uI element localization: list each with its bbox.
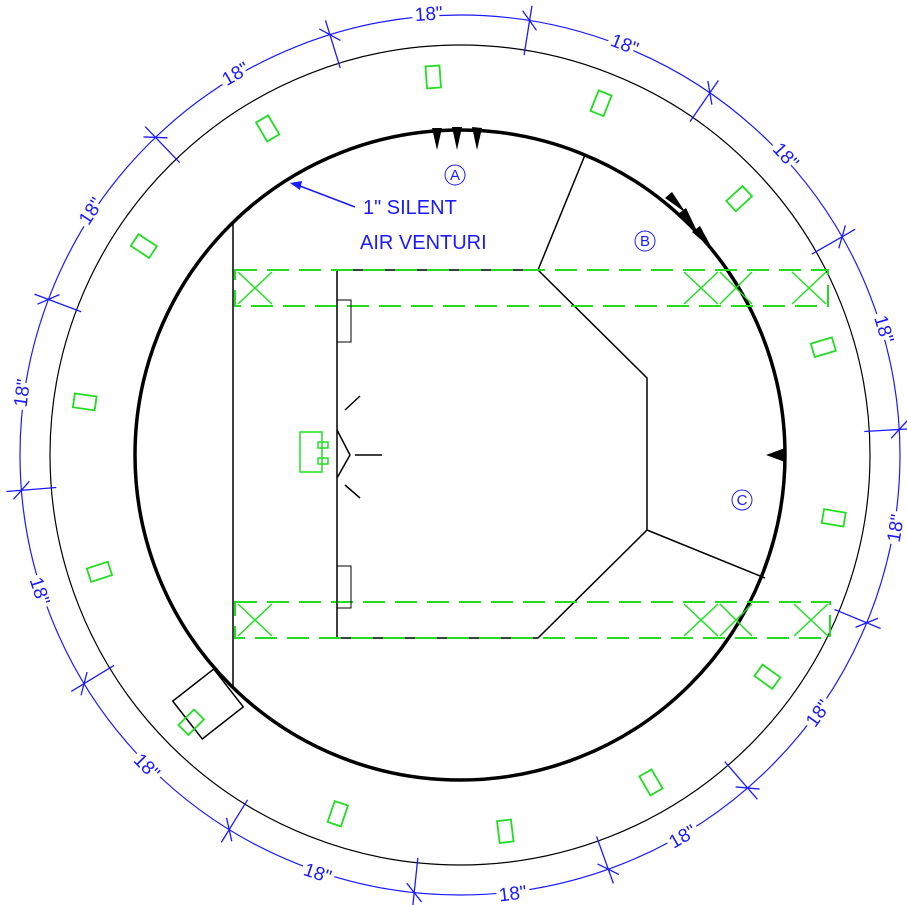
support-bracket: [822, 509, 846, 526]
dimension-tick: [523, 11, 537, 31]
dimension-label: 18": [129, 750, 164, 785]
support-bracket: [726, 186, 752, 211]
support-bracket: [639, 769, 662, 795]
enclosure: [337, 270, 647, 638]
dimension-label: 18": [414, 3, 443, 26]
extension-line: [413, 858, 418, 905]
dimension-tick: [319, 29, 340, 41]
support-bracket: [497, 820, 514, 844]
callout-text: 1" SILENT: [363, 197, 457, 219]
dimension-tick: [227, 818, 232, 841]
support-bracket: [811, 337, 836, 357]
dimension-tick: [839, 225, 846, 248]
extension-line: [597, 836, 614, 883]
dimension-label: 18": [666, 821, 701, 853]
support-bracket: [590, 90, 611, 116]
extension-line: [221, 800, 247, 843]
support-bracket: [73, 393, 97, 410]
extension-line: [6, 487, 56, 491]
dimension-label: 18": [768, 139, 802, 174]
dimension-label: 18": [25, 575, 54, 608]
extension-line: [71, 665, 114, 691]
support-bracket: [87, 562, 112, 582]
support-bracket: [328, 801, 348, 826]
extension-line: [834, 609, 880, 628]
zones: A B C: [445, 165, 752, 510]
extension-line: [325, 20, 340, 68]
extension-line: [812, 229, 855, 254]
support-bracket: [754, 665, 780, 689]
dimension-tick: [598, 864, 620, 875]
floor-plan: 18" 18" 18" 18" 18" 18" 18" 18" 18" 18" 18" 18" 18" 1…: [0, 0, 907, 905]
fixture: [337, 396, 382, 498]
extension-line: [690, 80, 718, 121]
zone-label: B: [640, 233, 650, 250]
dimension-label: 18": [219, 58, 254, 90]
dimension-label: 18": [607, 30, 641, 60]
extension-line: [864, 429, 907, 432]
partition: [647, 530, 765, 578]
arrowhead: [290, 181, 302, 190]
dimension-label: 18": [75, 194, 108, 229]
callout-text: AIR VENTURI: [360, 232, 487, 254]
dimension-label: 18": [301, 859, 334, 888]
dimension-tick: [708, 81, 712, 105]
bench-frames: [238, 272, 828, 636]
markers: [432, 127, 785, 462]
support-bracket: [256, 115, 279, 141]
extension-line: [524, 6, 532, 55]
dimension-label: 18": [869, 313, 897, 346]
zone-label: C: [737, 492, 748, 509]
leader: [300, 186, 355, 207]
support-bracket: [425, 65, 441, 88]
extension-line: [145, 127, 180, 163]
zone-label: A: [450, 167, 460, 184]
support-bracket: [131, 234, 157, 258]
dimension-tick: [81, 672, 87, 695]
dimension-tick: [144, 137, 168, 138]
dimension-label: 18": [884, 513, 907, 544]
dimension-label: 18": [498, 882, 528, 905]
partition: [538, 155, 585, 270]
dimension-label: 18": [11, 378, 36, 409]
page: {"dimensions": ["18\"", "18\"", "18\"", …: [0, 0, 907, 905]
bench-outlines: [235, 270, 830, 638]
